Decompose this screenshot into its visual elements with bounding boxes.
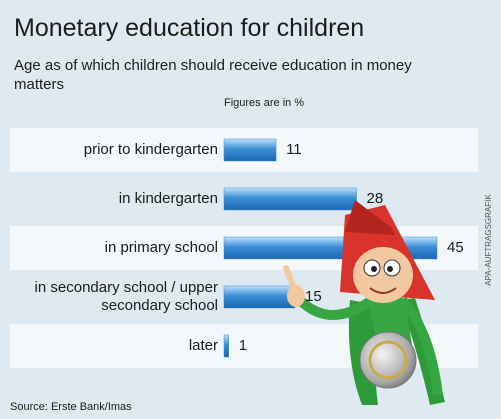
bar bbox=[224, 188, 357, 210]
chart-subtitle: Age as of which children should receive … bbox=[14, 56, 434, 94]
mascot-coin bbox=[360, 332, 416, 388]
mascot-pupil bbox=[387, 266, 393, 272]
category-label: in primary school bbox=[30, 239, 218, 257]
bar bbox=[224, 286, 295, 308]
value-label: 1 bbox=[239, 337, 247, 355]
mascot-finger bbox=[286, 268, 294, 288]
mascot-face bbox=[353, 247, 413, 303]
category-label: in secondary school / upper secondary sc… bbox=[30, 279, 218, 315]
value-label: 15 bbox=[305, 288, 322, 306]
chart: APA-AUFTRAGSGRAFIK Monetary education fo… bbox=[0, 0, 501, 419]
category-label: prior to kindergarten bbox=[30, 141, 218, 159]
value-label: 28 bbox=[367, 190, 384, 208]
bar bbox=[224, 139, 276, 161]
note: Figures are in % bbox=[224, 97, 304, 109]
value-label: 45 bbox=[447, 239, 464, 257]
credit: APA-AUFTRAGSGRAFIK bbox=[484, 194, 493, 286]
category-label: in kindergarten bbox=[30, 190, 218, 208]
bar bbox=[224, 335, 229, 357]
category-label: later bbox=[30, 337, 218, 355]
source: Source: Erste Bank/Imas bbox=[10, 401, 132, 413]
mascot-pupil bbox=[371, 266, 377, 272]
value-label: 11 bbox=[286, 141, 302, 159]
chart-title: Monetary education for children bbox=[14, 14, 364, 43]
